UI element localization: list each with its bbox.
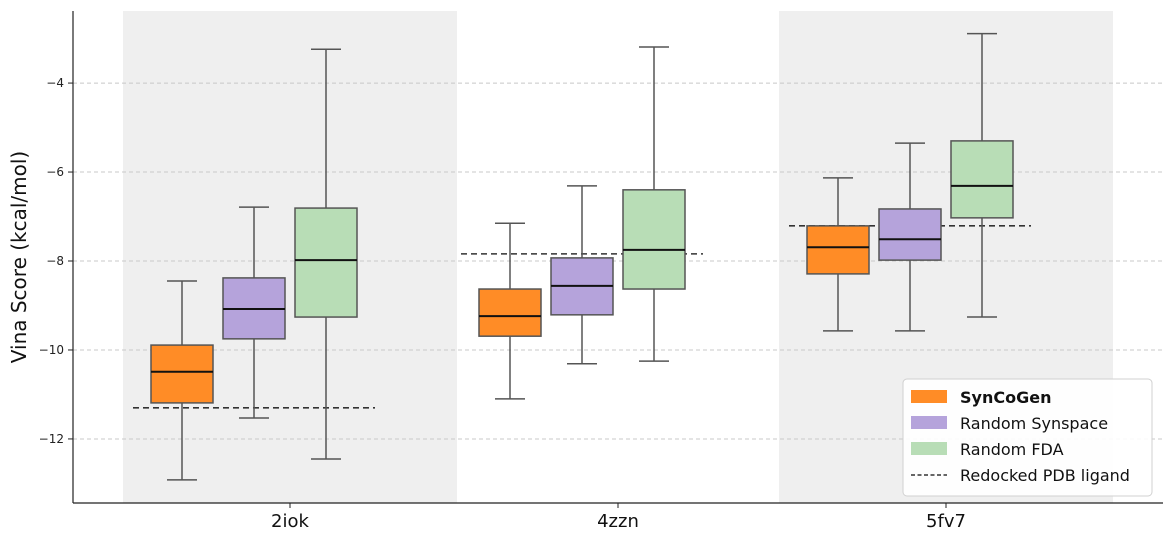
x-tick-label-2iok: 2iok (271, 511, 309, 532)
iqr-box (950, 140, 1014, 219)
box-random-fda-4zzn (622, 46, 686, 362)
legend-label: Random Synspace (960, 414, 1108, 433)
y-tick-label: −10 (39, 343, 64, 357)
legend-swatch-syncogen (911, 390, 947, 403)
iqr-box (478, 288, 542, 337)
box-series (150, 32, 1014, 481)
box-syncogen-4zzn (478, 222, 542, 400)
box-random-synspace-2iok (222, 206, 286, 419)
iqr-box (150, 344, 214, 404)
iqr-box (806, 225, 870, 275)
box-random-fda-2iok (294, 48, 358, 460)
box-random-synspace-5fv7 (878, 142, 942, 332)
iqr-box (622, 189, 686, 290)
legend: SynCoGen Random Synspace Random FDA Redocke… (902, 378, 1153, 497)
y-axis-label: Vina Score (kcal/mol) (7, 151, 31, 363)
y-axis-ticks: −12 −10 −8 −6 −4 (39, 76, 73, 446)
legend-swatch-random-fda (911, 442, 947, 455)
box-syncogen-5fv7 (806, 177, 870, 332)
box-random-synspace-4zzn (550, 185, 614, 365)
legend-swatch-random-synspace (911, 416, 947, 429)
y-tick-label: −6 (46, 165, 64, 179)
x-tick-label-4zzn: 4zzn (597, 511, 639, 532)
box-syncogen-2iok (150, 280, 214, 481)
iqr-box (878, 208, 942, 261)
box-random-fda-5fv7 (950, 32, 1014, 318)
category-shading (123, 11, 1113, 503)
x-axis-ticks: 2iok 4zzn 5fv7 (271, 503, 966, 532)
legend-label: Random FDA (960, 440, 1064, 459)
legend-frame (902, 378, 1153, 497)
legend-label: SynCoGen (960, 388, 1051, 407)
y-tick-label: −12 (39, 432, 64, 446)
legend-label: Redocked PDB ligand (960, 466, 1130, 485)
category-shade-2iok (123, 11, 457, 503)
x-tick-label-5fv7: 5fv7 (926, 511, 966, 532)
iqr-box (294, 207, 358, 318)
y-tick-label: −8 (46, 254, 64, 268)
y-tick-label: −4 (46, 76, 64, 90)
